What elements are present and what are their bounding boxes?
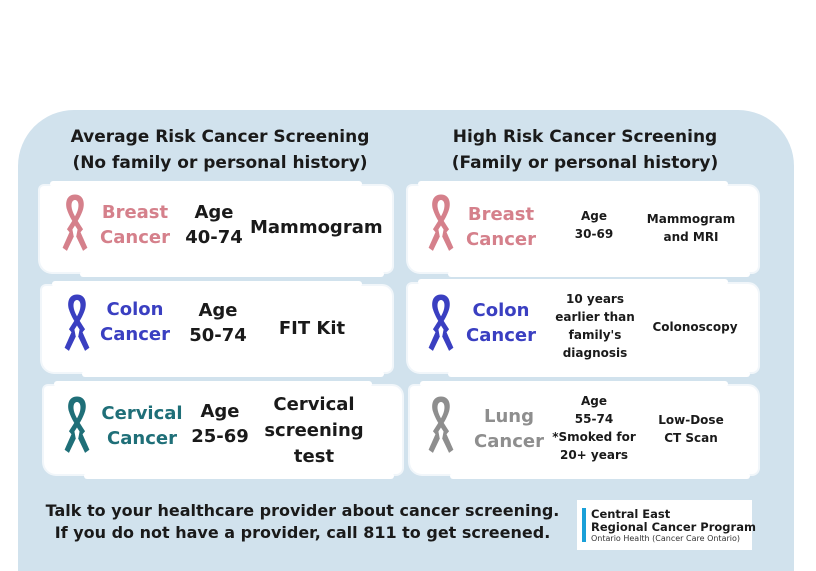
- central-east-logo: Central East Regional Cancer Program Ont…: [577, 500, 756, 550]
- average-cervical-age: Age 25-69: [188, 399, 252, 449]
- logo-line1: Central East: [591, 507, 671, 521]
- cancer-name-line1: Colon: [106, 299, 164, 320]
- cancer-name-line2: Cancer: [107, 428, 177, 449]
- ribbon-icon: [64, 396, 90, 453]
- cancer-name-line1: Colon: [472, 300, 530, 321]
- average-cervical-test: Cervical screening test: [258, 392, 370, 470]
- cancer-name-line1: Lung: [484, 406, 534, 427]
- age-range: 40-74: [185, 227, 243, 248]
- test-line1: Cervical: [273, 394, 355, 415]
- age-line4: diagnosis: [562, 346, 628, 360]
- cancer-name-line2: Cancer: [474, 431, 544, 452]
- test-line1: Low-Dose: [658, 413, 724, 427]
- age-label: Age: [200, 401, 240, 422]
- high-heading-subtitle: (Family or personal history): [451, 153, 719, 173]
- average-cervical-name: Cervical Cancer: [98, 401, 186, 451]
- high-breast-age: Age 30-69: [566, 207, 622, 243]
- cancer-name-line2: Cancer: [466, 325, 536, 346]
- average-heading-title: Average Risk Cancer Screening: [70, 127, 370, 147]
- logo-line2: Regional Cancer Program: [591, 520, 756, 534]
- average-colon-age: Age 50-74: [186, 298, 250, 348]
- cancer-name-line1: Breast: [101, 202, 169, 223]
- high-lung-card: [410, 381, 758, 479]
- test-line2: screening: [264, 420, 364, 441]
- high-colon-test: Colonoscopy: [640, 318, 750, 336]
- test-line2: CT Scan: [664, 431, 718, 445]
- high-risk-heading: High Risk Cancer Screening (Family or pe…: [405, 124, 765, 176]
- average-cervical-card: [44, 381, 402, 479]
- high-colon-age: 10 years earlier than family's diagnosis: [552, 290, 638, 362]
- high-lung-test: Low-Dose CT Scan: [636, 411, 746, 447]
- ribbon-icon: [428, 294, 454, 351]
- ribbon-icon: [64, 294, 90, 351]
- high-heading-title: High Risk Cancer Screening: [452, 127, 718, 147]
- high-breast-card: [408, 181, 758, 277]
- average-breast-test: Mammogram: [250, 215, 383, 240]
- age-line3: *Smoked for: [552, 430, 636, 444]
- average-heading-subtitle: (No family or personal history): [72, 153, 368, 173]
- test-line2: and MRI: [663, 230, 719, 244]
- age-range: 30-69: [574, 227, 614, 241]
- average-risk-heading: Average Risk Cancer Screening (No family…: [40, 124, 400, 176]
- test-line1: Colonoscopy: [652, 320, 738, 334]
- footer-line2: If you do not have a provider, call 811 …: [54, 523, 551, 542]
- test-line1: Mammogram: [646, 212, 736, 226]
- age-label: Age: [580, 394, 607, 408]
- age-range: 50-74: [189, 325, 247, 346]
- age-line3: family's: [568, 328, 622, 342]
- high-breast-test: Mammogram and MRI: [636, 210, 746, 246]
- age-line2: earlier than: [555, 310, 635, 324]
- age-range: 25-69: [191, 426, 249, 447]
- ribbon-icon: [428, 194, 454, 251]
- age-line4: 20+ years: [559, 448, 629, 462]
- ribbon-icon: [62, 194, 88, 251]
- logo-line3: Ontario Health (Cancer Care Ontario): [591, 534, 740, 543]
- cancer-name-line2: Cancer: [100, 227, 170, 248]
- test-line3: test: [293, 446, 335, 467]
- high-breast-name: Breast Cancer: [462, 202, 540, 252]
- average-colon-card: [42, 281, 392, 377]
- logo-accent-bar: [582, 508, 586, 542]
- average-colon-name: Colon Cancer: [96, 297, 174, 347]
- age-range: 55-74: [574, 412, 614, 426]
- footer-line1: Talk to your healthcare provider about c…: [45, 501, 560, 520]
- high-colon-card: [408, 279, 758, 377]
- age-label: Age: [198, 300, 238, 321]
- average-breast-card: [40, 181, 392, 277]
- cancer-name-line1: Breast: [467, 204, 535, 225]
- high-lung-age: Age 55-74 *Smoked for 20+ years: [548, 392, 640, 464]
- cancer-name-line1: Cervical: [101, 403, 183, 424]
- age-line1: 10 years: [566, 292, 624, 306]
- cancer-name-line2: Cancer: [466, 229, 536, 250]
- average-colon-test: FIT Kit: [250, 316, 374, 341]
- cancer-name-line2: Cancer: [100, 324, 170, 345]
- average-breast-name: Breast Cancer: [96, 200, 174, 250]
- high-colon-name: Colon Cancer: [462, 298, 540, 348]
- footer-message: Talk to your healthcare provider about c…: [30, 500, 575, 544]
- ribbon-icon: [428, 396, 454, 453]
- age-label: Age: [580, 209, 607, 223]
- age-label: Age: [194, 202, 234, 223]
- high-lung-name: Lung Cancer: [470, 404, 548, 454]
- average-breast-age: Age 40-74: [182, 200, 246, 250]
- test-line1: FIT Kit: [278, 318, 346, 339]
- test-line1: Mammogram: [250, 217, 383, 238]
